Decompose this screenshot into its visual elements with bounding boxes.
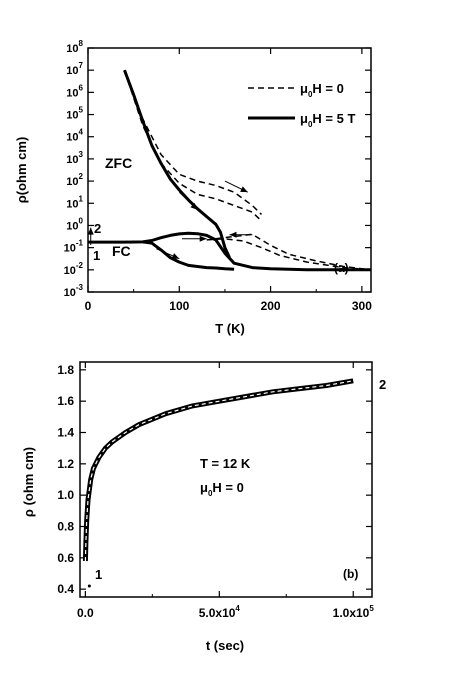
panel-b-y-tick-label: 0.8 bbox=[57, 520, 74, 534]
panel-a-y-tick-label: 106 bbox=[66, 83, 83, 99]
panel-a-series bbox=[88, 69, 372, 272]
panel-b-axes: 0.0 5.0x104 1.0x105 0.4 0.6 0.8 1.0 1.2 1.4 1.6 1.… bbox=[57, 362, 374, 620]
panel-a-y-tick-label: 105 bbox=[66, 106, 83, 122]
sweep-arrow-head bbox=[229, 231, 237, 238]
panel-b-y-tick-label: 1.6 bbox=[57, 394, 74, 408]
sweep-arrow-head bbox=[87, 227, 94, 235]
panel-b-x-axis-title: t (sec) bbox=[206, 638, 244, 653]
panel-b-y-tick-label: 1.0 bbox=[57, 488, 74, 502]
panel-b-x-tick-label: 0.0 bbox=[77, 606, 94, 620]
panel-b-y-axis-title: ρ (ohm cm) bbox=[21, 447, 36, 517]
panel-a-y-tick-label: 108 bbox=[66, 39, 83, 55]
panel-b-y-tick-label: 1.8 bbox=[57, 363, 74, 377]
panel-a-y-tick-label: 100 bbox=[66, 216, 83, 232]
panel-a-label: (a) bbox=[334, 261, 349, 275]
series-zero-field-line bbox=[206, 238, 372, 271]
panel-b-y-tick-label: 0.6 bbox=[57, 551, 74, 565]
sweep-arrow-head bbox=[240, 186, 248, 193]
panel-b-y-tick-label: 1.4 bbox=[57, 426, 74, 440]
panel-a-x-tick-label: 100 bbox=[169, 299, 189, 313]
legend-label-zero-field: μ0H = 0 bbox=[300, 81, 344, 99]
panel-a-y-tick-label: 104 bbox=[66, 128, 83, 144]
panel-a-point-2-label: 2 bbox=[94, 221, 101, 236]
legend-label-5T: μ0H = 5 T bbox=[300, 111, 355, 129]
panel-a-y-tick-label: 101 bbox=[66, 194, 83, 210]
panel-a-y-tick-label: 10-3 bbox=[64, 283, 84, 299]
series-zero-field-line bbox=[123, 69, 263, 215]
panel-b-point-1-label: 1 bbox=[95, 567, 102, 582]
panel-a-y-tick-label: 103 bbox=[66, 150, 83, 166]
panel-a-y-tick-label: 10-2 bbox=[64, 261, 84, 277]
series-zero-field-line bbox=[215, 233, 372, 271]
panel-b-y-tick-label: 0.4 bbox=[57, 582, 74, 596]
panel-b-chart: 0.0 5.0x104 1.0x105 0.4 0.6 0.8 1.0 1.2 1.4 1.6 1.… bbox=[21, 361, 386, 653]
panel-b-point-2-label: 2 bbox=[379, 377, 386, 392]
panel-a-y-tick-label: 10-1 bbox=[64, 239, 84, 255]
series-5T-line bbox=[142, 240, 235, 271]
panel-a-plot-frame bbox=[87, 47, 372, 293]
panel-a-y-tick-label: 107 bbox=[66, 61, 83, 77]
sweep-arrow-head bbox=[171, 253, 180, 259]
panel-a-chart: 0 100 200 300 10-3 10-2 10-1 100 101 102 103 104 105… bbox=[14, 39, 372, 336]
panel-a-legend: μ0H = 0 μ0H = 5 T bbox=[248, 81, 355, 129]
field-annotation: μ0H = 0 bbox=[200, 480, 244, 498]
relaxation-curve-highlight bbox=[84, 380, 354, 562]
panel-b-series bbox=[82, 378, 354, 588]
panel-a-x-tick-label: 300 bbox=[352, 299, 372, 313]
sweep-arrow-head bbox=[190, 202, 198, 210]
panel-a-y-axis-title: ρ(ohm cm) bbox=[14, 137, 29, 204]
sweep-arrow-head bbox=[199, 235, 207, 242]
temperature-annotation: T = 12 K bbox=[200, 456, 251, 471]
panel-a-point-1-label: 1 bbox=[93, 248, 100, 263]
panel-b-y-tick-label: 1.2 bbox=[57, 457, 74, 471]
panel-b-plot-frame bbox=[79, 361, 373, 598]
panel-a-x-axis-title: T (K) bbox=[215, 321, 245, 336]
panel-b-label: (b) bbox=[343, 567, 358, 581]
panel-b-x-tick-label: 5.0x104 bbox=[199, 604, 241, 620]
panel-a-x-tick-label: 200 bbox=[261, 299, 281, 313]
zfc-label: ZFC bbox=[105, 155, 132, 171]
panel-a-arrows bbox=[87, 180, 253, 260]
panel-b-x-tick-label: 1.0x105 bbox=[333, 604, 375, 620]
fc-label: FC bbox=[112, 243, 131, 259]
panel-a-x-tick-label: 0 bbox=[85, 299, 92, 313]
panel-b-point-1-marker bbox=[87, 584, 91, 588]
series-zero-field-line bbox=[123, 69, 263, 222]
panel-a-y-tick-label: 102 bbox=[66, 172, 83, 188]
series-5T-line bbox=[123, 69, 231, 259]
